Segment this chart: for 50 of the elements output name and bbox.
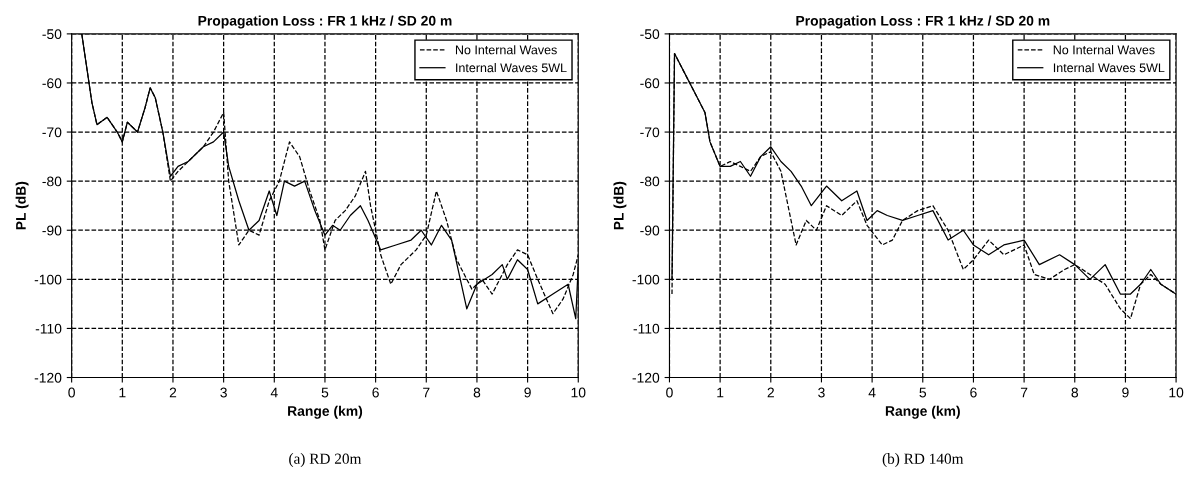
x-tick-label: 0 [666,387,673,398]
x-axis-title: Range (km) [885,405,960,419]
x-tick-label: 0 [68,387,75,398]
x-tick-label: 6 [372,387,379,398]
x-tick-label: 5 [321,387,329,398]
legend-label: No Internal Waves [455,45,557,55]
y-tick-label: -60 [42,78,62,89]
y-tick-label: -50 [640,29,660,40]
y-tick-label: -80 [640,176,660,187]
x-tick-label: 10 [1169,387,1184,398]
x-tick-label: 5 [919,387,927,398]
y-tick-label: -120 [34,372,62,383]
x-tick-label: 3 [220,387,227,398]
x-tick-label: 8 [473,387,481,398]
legend-label: Internal Waves 5WL [1053,63,1165,73]
y-tick-label: -70 [42,127,62,138]
chart-title: Propagation Loss : FR 1 kHz / SD 20 m [796,15,1050,29]
x-tick-label: 3 [818,387,825,398]
x-tick-label: 1 [717,387,724,398]
y-tick-label: -120 [632,372,660,383]
x-tick-label: 9 [524,387,531,398]
x-tick-label: 7 [1020,387,1028,398]
y-axis-title: PL (dB) [613,181,627,230]
x-tick-label: 9 [1122,387,1129,398]
text: (a) RD 20m [289,453,362,467]
y-tick-label: -100 [34,274,62,285]
y-tick-label: -50 [42,29,62,40]
legend-label: No Internal Waves [1053,45,1155,55]
chart-title: Propagation Loss : FR 1 kHz / SD 20 m [198,15,452,29]
y-tick-label: -110 [633,323,660,334]
x-tick-label: 8 [1071,387,1079,398]
x-tick-label: 6 [970,387,977,398]
y-tick-label: -100 [632,274,660,285]
x-tick-label: 10 [571,387,586,398]
x-axis-title: Range (km) [288,405,363,419]
x-tick-label: 7 [423,387,430,398]
x-tick-label: 2 [767,387,774,398]
y-tick-label: -90 [640,225,660,236]
text: (b) RD 140m [882,453,964,467]
y-tick-label: -80 [42,176,62,187]
y-tick-label: -70 [640,127,660,138]
y-axis-title: PL (dB) [15,181,29,230]
y-tick-label: -60 [640,78,660,89]
x-tick-label: 4 [270,387,278,398]
x-tick-label: 1 [119,387,126,398]
y-tick-label: -90 [42,225,62,236]
x-tick-label: 4 [868,387,876,398]
x-tick-label: 2 [169,387,177,398]
y-tick-label: -110 [35,323,62,334]
legend-label: Internal Waves 5WL [456,63,567,73]
